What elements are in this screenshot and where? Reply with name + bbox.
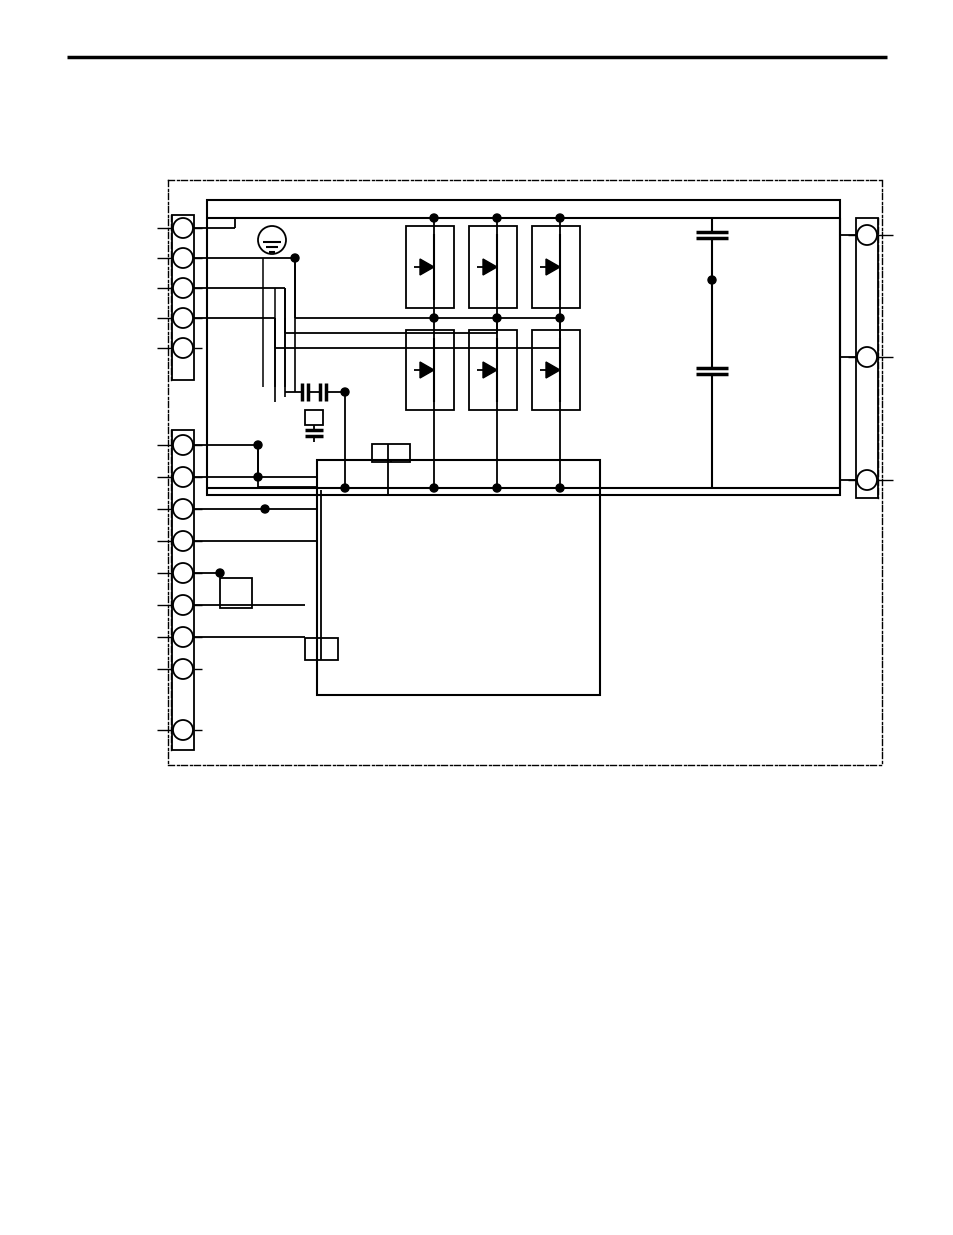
Circle shape — [291, 254, 298, 262]
Polygon shape — [419, 259, 434, 275]
Bar — [406, 226, 454, 308]
Circle shape — [340, 484, 349, 492]
Bar — [406, 330, 454, 410]
Bar — [532, 330, 579, 410]
Polygon shape — [545, 362, 559, 378]
Circle shape — [556, 314, 563, 322]
Bar — [220, 578, 252, 608]
Polygon shape — [545, 259, 559, 275]
Bar — [469, 330, 517, 410]
Circle shape — [430, 314, 437, 322]
Bar — [855, 219, 877, 498]
Bar — [469, 226, 517, 308]
Bar — [305, 410, 323, 425]
Bar — [207, 200, 840, 495]
Bar — [172, 430, 193, 750]
Circle shape — [556, 484, 563, 492]
Polygon shape — [482, 259, 497, 275]
Circle shape — [430, 484, 437, 492]
Circle shape — [253, 441, 262, 450]
Circle shape — [556, 214, 563, 222]
Circle shape — [707, 275, 716, 284]
Polygon shape — [482, 362, 497, 378]
Circle shape — [261, 505, 269, 513]
Circle shape — [493, 314, 500, 322]
Circle shape — [215, 569, 224, 577]
Bar — [172, 215, 193, 380]
Circle shape — [430, 214, 437, 222]
Bar — [305, 638, 337, 659]
Circle shape — [493, 214, 500, 222]
Circle shape — [340, 388, 349, 396]
Bar — [316, 459, 599, 695]
Polygon shape — [419, 362, 434, 378]
Circle shape — [493, 484, 500, 492]
Bar — [532, 226, 579, 308]
Bar — [372, 445, 410, 462]
Circle shape — [253, 473, 262, 480]
